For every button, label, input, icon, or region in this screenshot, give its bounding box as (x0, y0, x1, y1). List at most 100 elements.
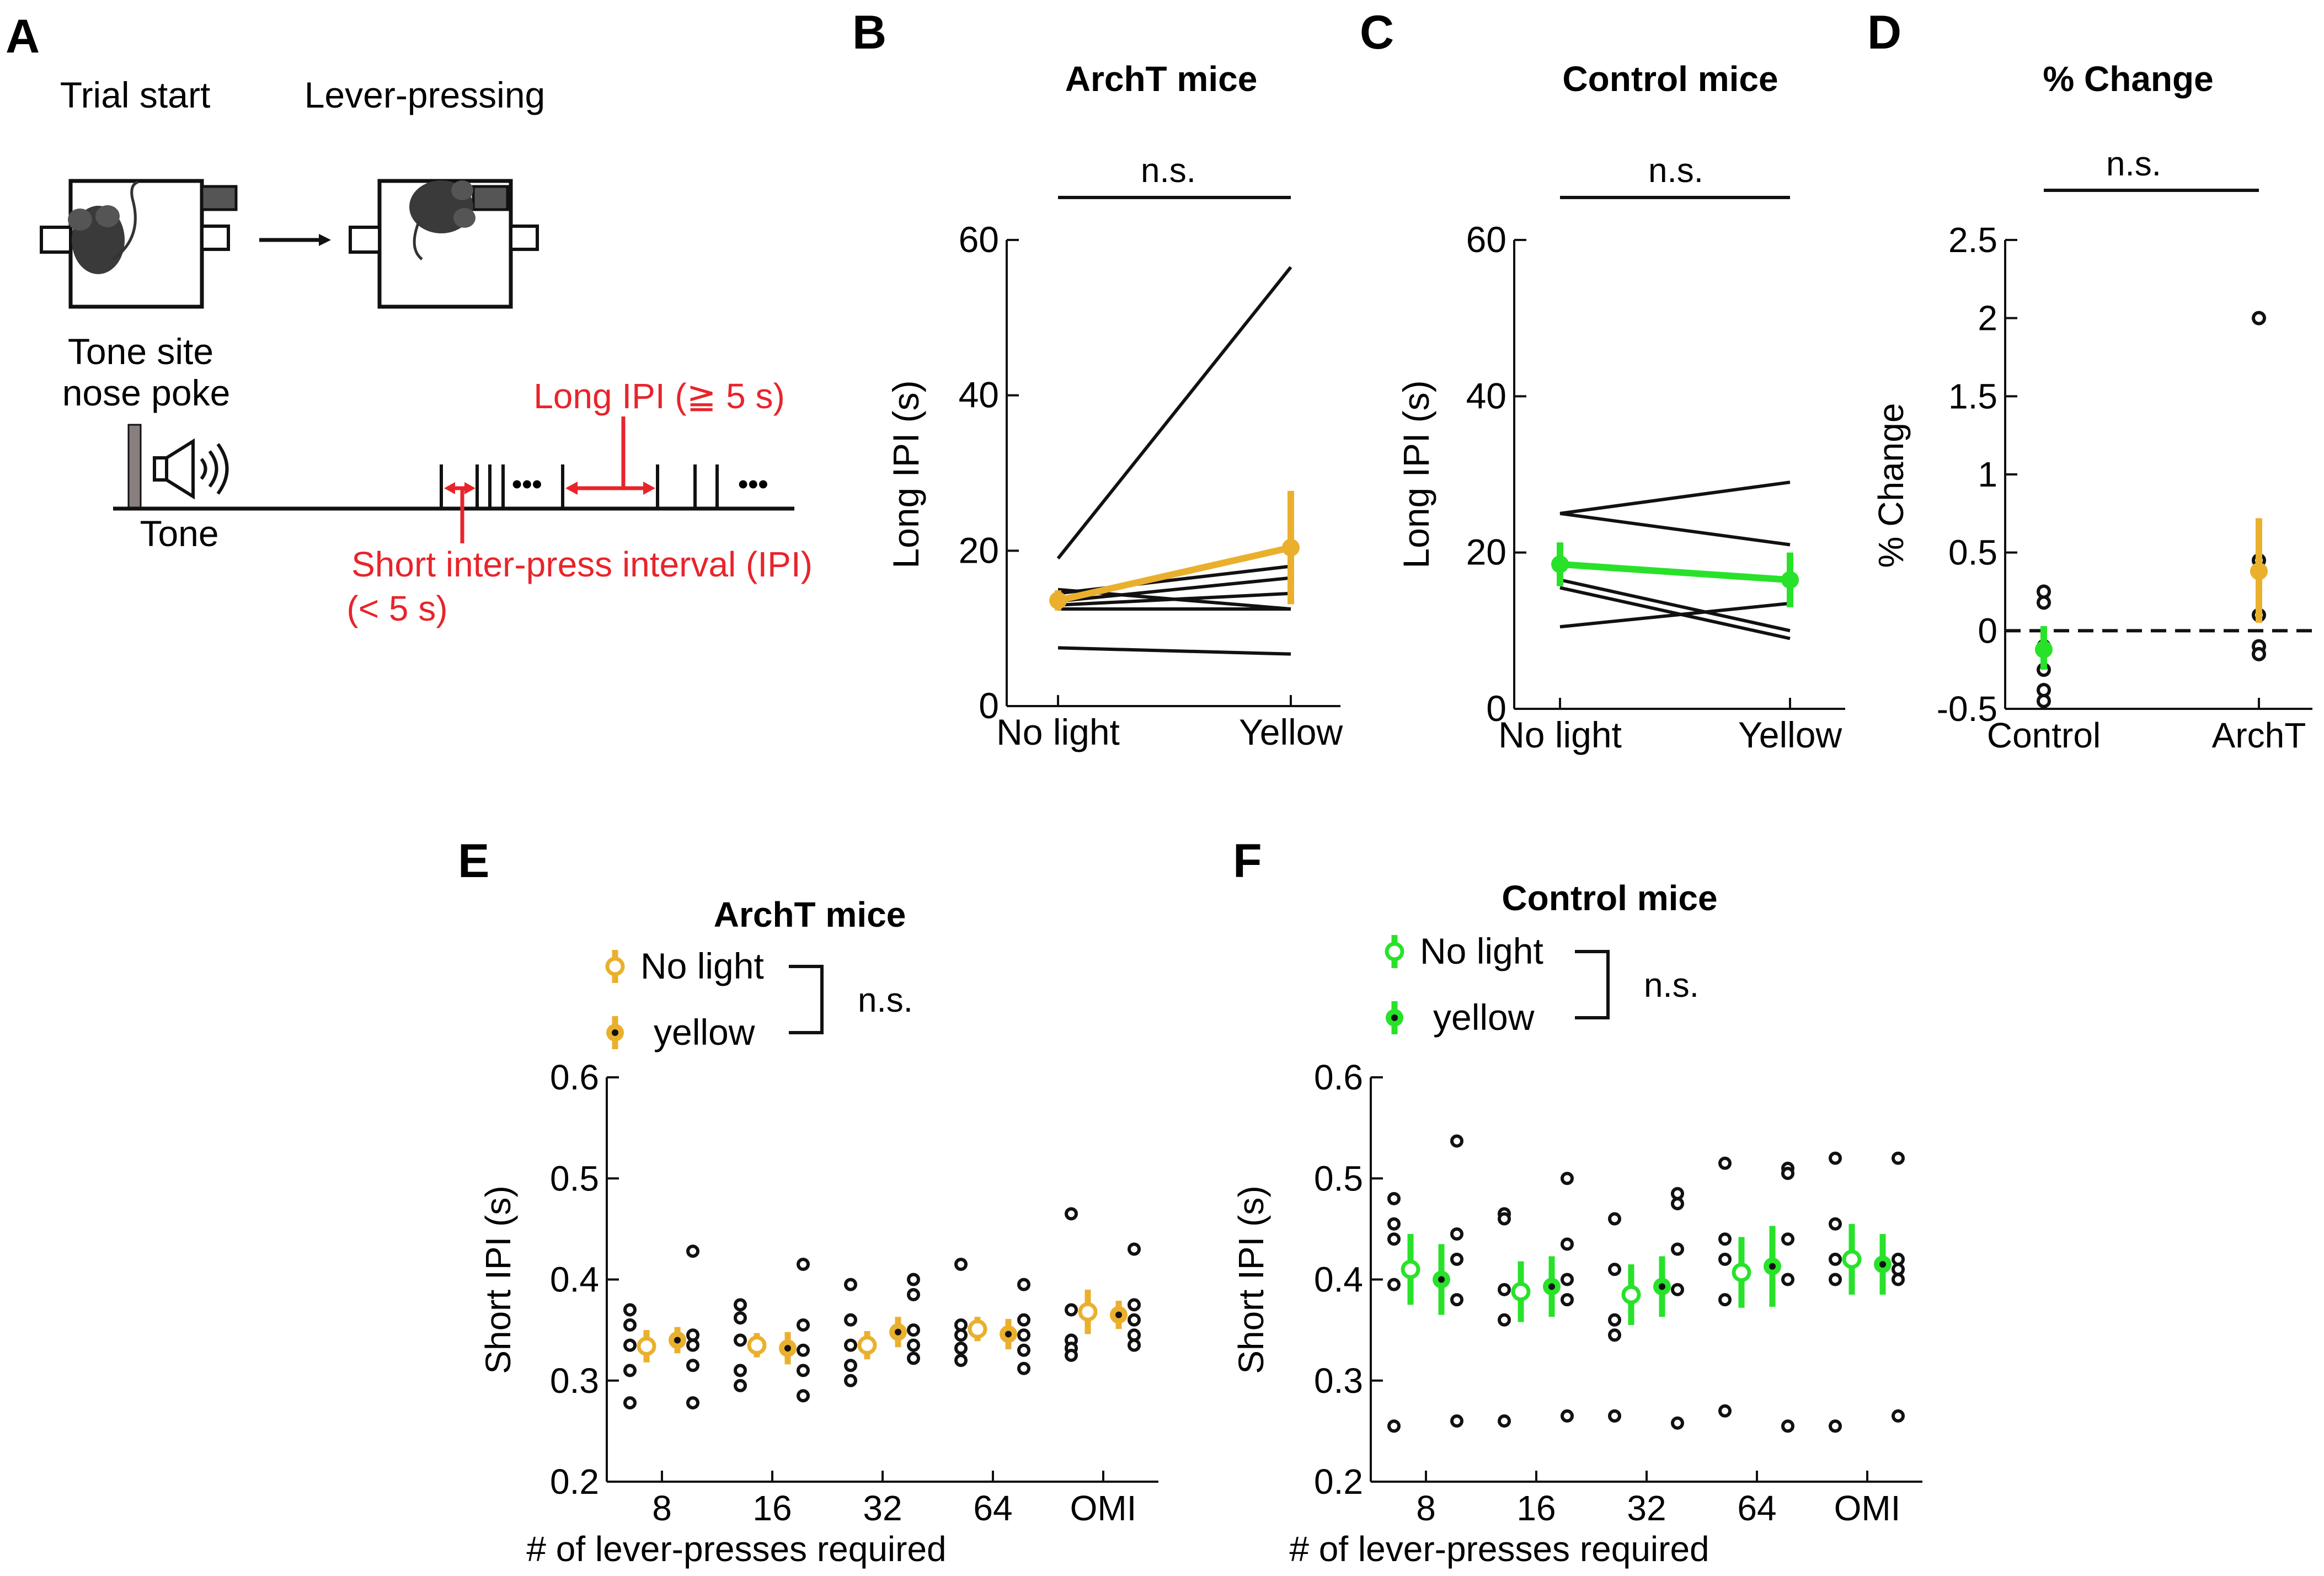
data-point (954, 1258, 968, 1272)
data-point (1892, 1263, 1905, 1276)
data-point (907, 1287, 920, 1301)
mean-point-yellow-center (1005, 1331, 1012, 1338)
data-point (2252, 647, 2266, 661)
data-point (1128, 1298, 1141, 1312)
data-point (734, 1311, 747, 1325)
data-point (1450, 1293, 1463, 1307)
y-axis-label: % Change (1871, 403, 1911, 568)
data-point (1017, 1361, 1030, 1375)
data-point (1608, 1313, 1621, 1327)
lever-press-ticks (440, 464, 719, 509)
legend-significance-bracket (1575, 950, 1610, 1019)
data-point (1450, 1227, 1463, 1241)
mean-line (1559, 560, 1791, 584)
data-point (1892, 1273, 1905, 1286)
data-point (1718, 1232, 1732, 1246)
data-point (1718, 1156, 1732, 1170)
legend-marker-yellow-center (1391, 1014, 1398, 1021)
y-tick-label: 20 (1466, 532, 1506, 573)
data-point (686, 1328, 699, 1342)
tone-site-label-2: nose poke (62, 372, 231, 413)
data-point (954, 1318, 968, 1332)
data-point (1671, 1242, 1684, 1256)
data-point (1561, 1172, 1574, 1185)
chart-title: Control mice (1562, 59, 1778, 99)
nose-poke-bar (127, 424, 142, 510)
panel-f-chart: Control mice 0.2 0.3 0.4 0.5 0.6 Short IPI (s)… (1231, 878, 1922, 1569)
data-point (1561, 1293, 1574, 1307)
data-point (1671, 1283, 1684, 1296)
mean-point-yellow-center (895, 1328, 901, 1335)
data-point (1561, 1409, 1574, 1423)
x-axis-label: # of lever-presses required (526, 1529, 946, 1569)
y-tick-label: 60 (959, 219, 999, 260)
y-tick-label: 1 (1978, 455, 1997, 494)
short-ipi-label: Short inter-press interval (IPI) (351, 544, 813, 584)
x-tick-label: Control (1987, 715, 2101, 755)
data-point (1829, 1252, 1842, 1266)
individual-mouse-line (1559, 511, 1791, 547)
data-point (844, 1278, 857, 1291)
long-ipi-arrow (565, 416, 655, 495)
data-point (797, 1364, 810, 1377)
mean-point-no-light (637, 1336, 656, 1356)
y-tick-label: -0.5 (1937, 689, 1997, 729)
mean-point (1781, 571, 1799, 589)
x-tick-label: No light (1498, 714, 1622, 755)
data-point (844, 1338, 857, 1352)
legend-marker-yellow-center (612, 1029, 618, 1036)
ellipsis-1: ••• (512, 468, 542, 500)
data-point (1718, 1293, 1732, 1307)
x-tick-label: 64 (1737, 1488, 1776, 1528)
data-point (2037, 693, 2051, 708)
x-tick-label: Yellow (1738, 714, 1842, 755)
y-axis-label: Short IPI (s) (478, 1185, 518, 1374)
lever-2 (472, 185, 509, 211)
mean-point-no-light (1401, 1259, 1420, 1279)
chart-title: Control mice (1502, 878, 1717, 918)
nose-poke-port-1 (40, 226, 72, 254)
data-point (1829, 1273, 1842, 1286)
data-point (907, 1323, 920, 1337)
significance-label: n.s. (1644, 966, 1699, 1005)
data-point (1128, 1328, 1141, 1342)
mean-point-yellow-center (1659, 1283, 1665, 1290)
mean-point-yellow-center (1879, 1261, 1886, 1268)
data-point (1017, 1313, 1030, 1327)
mean-point-yellow-center (674, 1337, 681, 1344)
data-point (1017, 1343, 1030, 1357)
short-ipi-arrow (444, 482, 476, 543)
data-point (907, 1351, 920, 1365)
y-tick-label: 0.5 (1948, 533, 1997, 573)
data-point (1065, 1303, 1078, 1317)
x-tick-label: ArchT (2212, 715, 2306, 755)
data-point (1561, 1273, 1574, 1286)
panel-d-chart: % Change n.s. -0.5 0 0.5 1 1.5 2 2.5 % Change Cont… (1871, 59, 2312, 755)
data-point (1387, 1192, 1401, 1205)
panel-e-chart: ArchT mice 0.2 0.3 0.4 0.5 0.6 Short IPI (s) 8 1… (478, 895, 1158, 1569)
data-point (1017, 1328, 1030, 1342)
panel-letter-f: F (1233, 835, 1262, 888)
mean-point-no-light (1732, 1263, 1751, 1283)
y-tick-label: 0 (979, 685, 999, 726)
data-point (734, 1379, 747, 1392)
ellipsis-2: ••• (738, 468, 768, 500)
y-tick-label: 0.4 (550, 1260, 599, 1300)
data-point (844, 1374, 857, 1387)
data-point (1128, 1242, 1141, 1256)
mean-point (2250, 562, 2268, 580)
panel-letter-a: A (6, 10, 40, 63)
data-point (1718, 1404, 1732, 1418)
mean-point-no-light (1511, 1281, 1531, 1301)
significance-label: n.s. (1141, 152, 1196, 190)
data-point (1017, 1278, 1030, 1291)
data-point (1608, 1212, 1621, 1226)
data-point (2037, 595, 2051, 610)
data-point (797, 1318, 810, 1332)
data-point (797, 1258, 810, 1272)
data-point (797, 1343, 810, 1357)
y-tick-label: 0 (1978, 611, 1997, 650)
data-point (907, 1273, 920, 1286)
data-point (1065, 1348, 1078, 1362)
